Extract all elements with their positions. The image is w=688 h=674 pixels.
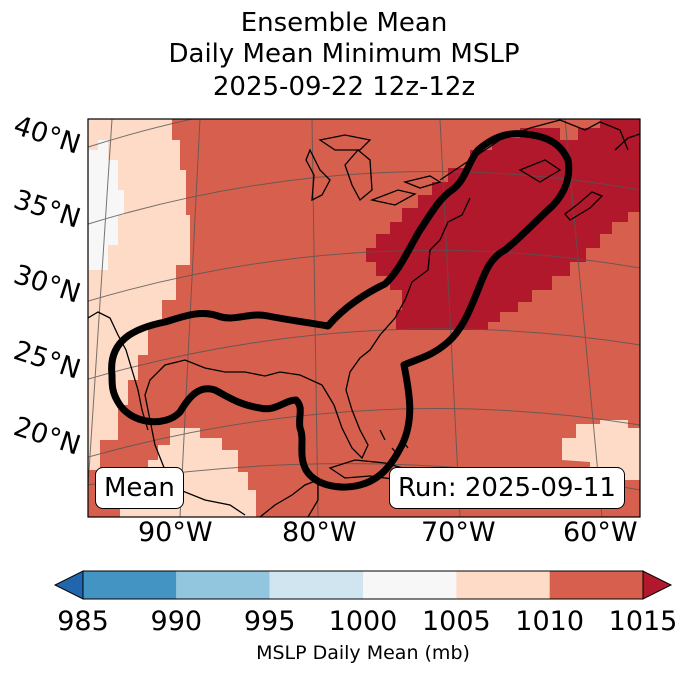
- colorbar-tick-label: 995: [243, 606, 296, 637]
- colorbar-segment: [176, 571, 270, 599]
- map-panel: [88, 119, 640, 517]
- coastlines: [88, 119, 640, 517]
- lat-label-25: 25°N: [10, 335, 84, 386]
- field-1005-1010-east: [562, 420, 640, 480]
- colorbar-segment: [363, 571, 457, 599]
- title-line-1: Ensemble Mean: [240, 8, 448, 38]
- colorbar-frame: [82, 570, 644, 600]
- lon-label-60w: 60°W: [563, 517, 638, 548]
- lon-label-80w: 80°W: [282, 517, 357, 548]
- colorbar-label: MSLP Daily Mean (mb): [256, 642, 470, 664]
- mean-badge: Mean: [95, 467, 184, 509]
- title-line-2: Daily Mean Minimum MSLP: [168, 39, 520, 69]
- map-frame: [87, 118, 641, 518]
- colorbar-segment: [549, 571, 643, 599]
- colorbar-segment: [456, 571, 550, 599]
- colorbar: [53, 570, 673, 600]
- colorbar-tick-label: 1010: [515, 606, 585, 637]
- colorbar-tick-label: 990: [150, 606, 203, 637]
- lat-label-40: 40°N: [10, 110, 84, 161]
- lon-label-70w: 70°W: [421, 517, 496, 548]
- contour-outline: [108, 130, 573, 491]
- colorbar-extend-low: [53, 570, 84, 600]
- lat-label-20: 20°N: [10, 411, 84, 462]
- lon-label-90w: 90°W: [138, 517, 213, 548]
- lat-label-35: 35°N: [10, 184, 84, 235]
- colorbar-tick-label: 985: [57, 606, 109, 637]
- run-date-badge: Run: 2025-09-11: [389, 467, 625, 509]
- colorbar-tick-label: 1005: [421, 606, 491, 637]
- title-line-3: 2025-09-22 12z-12z: [212, 72, 476, 102]
- lat-label-30: 30°N: [10, 259, 84, 310]
- colorbar-extend-high: [642, 570, 673, 600]
- colorbar-segment: [83, 571, 177, 599]
- colorbar-segment: [269, 571, 363, 599]
- colorbar-tick-label: 1015: [608, 606, 678, 637]
- colorbar-tick-label: 1000: [328, 606, 398, 637]
